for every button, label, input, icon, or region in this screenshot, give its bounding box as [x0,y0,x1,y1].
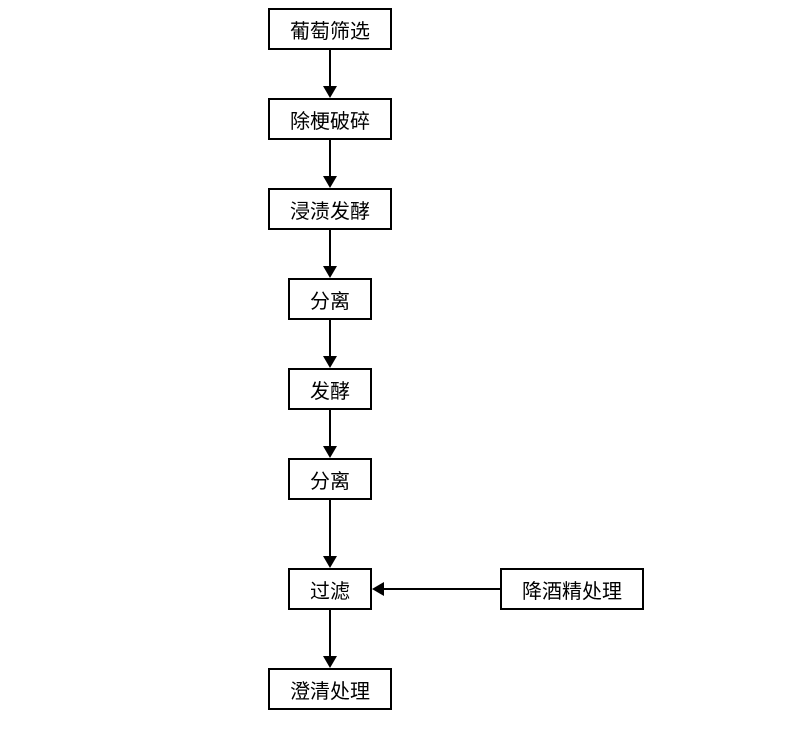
arrowhead-down-icon [323,656,337,668]
step-box-dealcoholization: 降酒精处理 [500,568,644,610]
step-label: 过滤 [294,567,366,612]
arrowhead-down-icon [323,86,337,98]
step-box-fermentation: 发酵 [288,368,372,410]
arrow-left-icon [384,588,500,590]
arrowhead-down-icon [323,176,337,188]
step-box-separation-2: 分离 [288,458,372,500]
step-label: 除梗破碎 [274,97,386,142]
step-label: 发酵 [294,367,366,412]
step-label: 葡萄筛选 [274,7,386,52]
arrow-down-icon [329,230,331,268]
step-label: 分离 [294,277,366,322]
arrow-down-icon [329,320,331,358]
arrow-down-icon [329,500,331,558]
step-box-destem-crush: 除梗破碎 [268,98,392,140]
arrow-down-icon [329,50,331,88]
step-label: 分离 [294,457,366,502]
step-label: 降酒精处理 [506,567,638,612]
arrowhead-down-icon [323,446,337,458]
step-box-separation-1: 分离 [288,278,372,320]
arrow-down-icon [329,610,331,658]
arrowhead-left-icon [372,582,384,596]
step-box-filtration: 过滤 [288,568,372,610]
arrow-down-icon [329,140,331,178]
step-box-maceration-ferment: 浸渍发酵 [268,188,392,230]
arrowhead-down-icon [323,356,337,368]
step-label: 澄清处理 [274,667,386,712]
step-label: 浸渍发酵 [274,187,386,232]
flowchart-container: 葡萄筛选 除梗破碎 浸渍发酵 分离 发酵 分离 过滤 澄清处理 降酒精处理 [0,0,800,748]
arrowhead-down-icon [323,266,337,278]
arrowhead-down-icon [323,556,337,568]
arrow-down-icon [329,410,331,448]
step-box-grape-selection: 葡萄筛选 [268,8,392,50]
step-box-clarification: 澄清处理 [268,668,392,710]
